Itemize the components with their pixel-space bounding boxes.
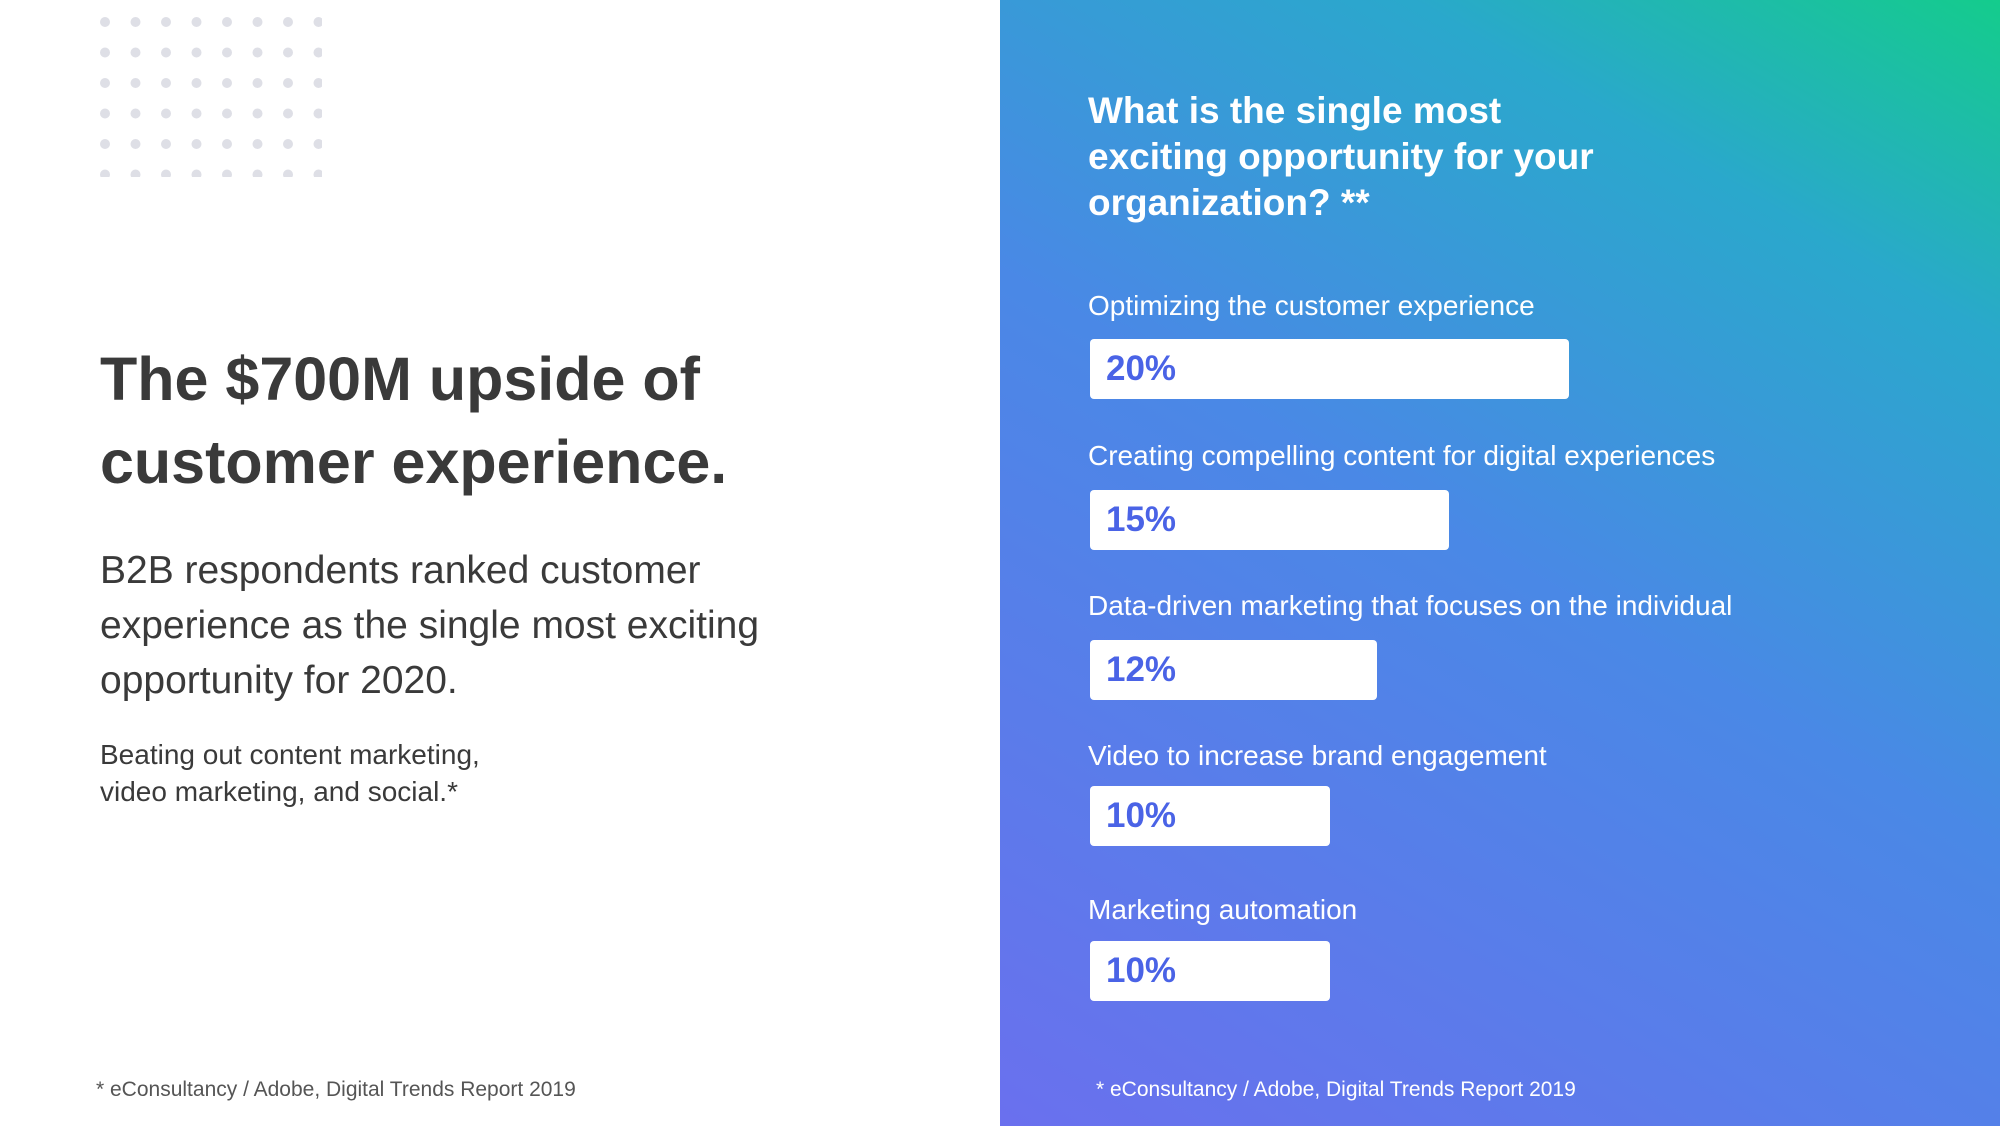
decorative-dot xyxy=(100,17,110,27)
decorative-dot xyxy=(191,169,202,177)
footnote-right: * eConsultancy / Adobe, Digital Trends R… xyxy=(1096,1078,1576,1101)
decorative-dot xyxy=(283,17,293,27)
decorative-dot xyxy=(161,139,171,149)
decorative-dot xyxy=(222,78,232,88)
bar-value-label: 10% xyxy=(1106,951,1177,990)
decorative-dot xyxy=(161,17,171,27)
decorative-dot xyxy=(100,78,110,88)
decorative-dot xyxy=(283,78,293,88)
decorative-dot xyxy=(161,108,171,119)
decorative-dot xyxy=(283,139,293,149)
bar-value-label: 10% xyxy=(1106,796,1177,835)
decorative-dot xyxy=(252,47,263,58)
decorative-dot xyxy=(252,17,263,27)
decorative-dot xyxy=(191,78,202,88)
supporting-text: Beating out content marketing, video mar… xyxy=(100,736,660,810)
decorative-dot xyxy=(313,78,322,88)
footnote-left: * eConsultancy / Adobe, Digital Trends R… xyxy=(96,1078,576,1101)
decorative-dot xyxy=(252,108,263,119)
bar-value-label: 20% xyxy=(1106,349,1177,388)
decorative-dot xyxy=(130,108,141,119)
decorative-dot xyxy=(130,78,141,88)
decorative-dot xyxy=(283,169,293,177)
decorative-dot xyxy=(313,108,322,119)
decorative-dot xyxy=(130,17,141,27)
decorative-dot xyxy=(252,139,263,149)
decorative-dot xyxy=(222,169,232,177)
subtext: B2B respondents ranked customer experien… xyxy=(100,549,760,702)
decorative-dot xyxy=(191,139,202,149)
bar-chart: Optimizing the customer experience 20% Cre… xyxy=(1000,0,2000,1126)
decorative-dot xyxy=(191,17,202,27)
bar: 15% xyxy=(1090,490,1449,550)
decorative-dot xyxy=(283,47,293,58)
bar: 12% xyxy=(1090,640,1377,700)
bar: 20% xyxy=(1090,339,1569,399)
decorative-dot xyxy=(313,139,322,149)
decorative-dot xyxy=(161,78,171,88)
decorative-dot xyxy=(161,169,171,177)
bar: 10% xyxy=(1090,941,1330,1001)
decorative-dot xyxy=(130,139,141,149)
decorative-dot xyxy=(100,108,110,119)
supporting-text-line-2: video marketing, and social.* xyxy=(100,776,458,807)
decorative-dot xyxy=(191,47,202,58)
bar-category-label: Optimizing the customer experience xyxy=(1088,290,1535,321)
decorative-dot xyxy=(222,139,232,149)
dot-grid-decoration xyxy=(100,17,322,177)
headline: The $700M upside of customer experience. xyxy=(100,345,728,496)
bar-category-label: Data-driven marketing that focuses on th… xyxy=(1088,590,1733,621)
decorative-dot xyxy=(222,47,232,58)
decorative-dot xyxy=(313,17,322,27)
decorative-dot xyxy=(252,78,263,88)
decorative-dot xyxy=(130,169,141,177)
bar-category-label: Video to increase brand engagement xyxy=(1088,740,1547,771)
decorative-dot xyxy=(313,47,322,58)
bar-value-label: 12% xyxy=(1106,650,1177,689)
bar-category-label: Marketing automation xyxy=(1088,894,1358,925)
decorative-dot xyxy=(252,169,263,177)
decorative-dot xyxy=(100,139,110,149)
decorative-dot xyxy=(313,169,322,177)
decorative-dot xyxy=(283,108,293,119)
left-panel: The $700M upside of customer experience.… xyxy=(96,17,760,1101)
bar-category-label: Creating compelling content for digital … xyxy=(1088,440,1716,471)
decorative-dot xyxy=(100,169,110,177)
right-panel: What is the single most exciting opportu… xyxy=(1000,0,2000,1126)
decorative-dot xyxy=(130,47,141,58)
decorative-dot xyxy=(161,47,171,58)
decorative-dot xyxy=(222,108,232,119)
bar: 10% xyxy=(1090,786,1330,846)
decorative-dot xyxy=(222,17,232,27)
decorative-dot xyxy=(100,47,110,58)
chart-title: What is the single most exciting opportu… xyxy=(1088,90,1594,223)
bar-value-label: 15% xyxy=(1106,500,1177,539)
supporting-text-line-1: Beating out content marketing, xyxy=(100,739,480,770)
decorative-dot xyxy=(191,108,202,119)
